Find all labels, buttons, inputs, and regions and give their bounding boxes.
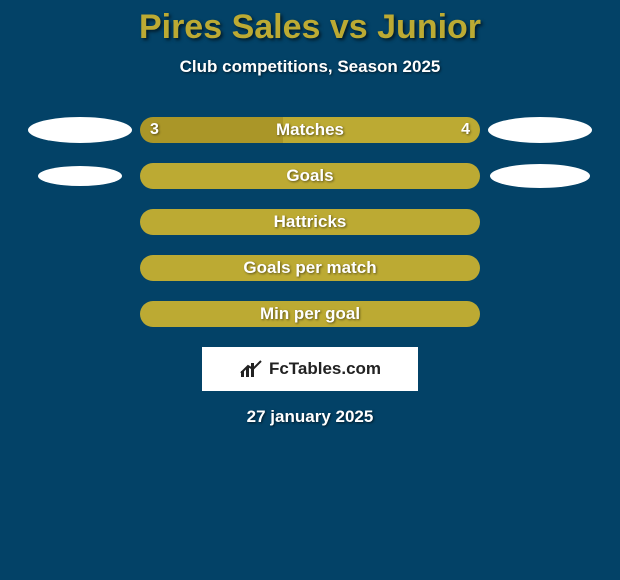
player-right-ellipse: [488, 117, 592, 143]
stat-bar: Goals: [140, 163, 480, 189]
logo-box: FcTables.com: [202, 347, 418, 391]
stat-value-left: 3: [150, 117, 159, 143]
bar-fill-right: [140, 301, 480, 327]
bar-fill-right: [140, 163, 480, 189]
stat-bar: Matches34: [140, 117, 480, 143]
stat-value-right: 4: [461, 117, 470, 143]
comparison-row: Hattricks: [0, 209, 620, 235]
date-label: 27 january 2025: [0, 407, 620, 427]
stat-bar: Min per goal: [140, 301, 480, 327]
logo-text: FcTables.com: [269, 359, 381, 379]
left-side: [20, 117, 140, 143]
stat-bar: Hattricks: [140, 209, 480, 235]
player-left-ellipse: [28, 117, 132, 143]
page-title: Pires Sales vs Junior: [0, 0, 620, 47]
bar-fill-left: [140, 117, 283, 143]
right-side: [480, 117, 600, 143]
player-right-ellipse: [490, 164, 590, 188]
comparison-rows: Matches34GoalsHattricksGoals per matchMi…: [0, 117, 620, 327]
stat-bar: Goals per match: [140, 255, 480, 281]
player-left-ellipse: [38, 166, 122, 186]
bar-fill-right: [283, 117, 480, 143]
comparison-row: Matches34: [0, 117, 620, 143]
bar-fill-right: [140, 209, 480, 235]
bar-fill-right: [140, 255, 480, 281]
comparison-row: Min per goal: [0, 301, 620, 327]
comparison-row: Goals: [0, 163, 620, 189]
right-side: [480, 164, 600, 188]
subtitle: Club competitions, Season 2025: [0, 57, 620, 77]
logo-chart-icon: [239, 359, 263, 379]
comparison-row: Goals per match: [0, 255, 620, 281]
left-side: [20, 166, 140, 186]
